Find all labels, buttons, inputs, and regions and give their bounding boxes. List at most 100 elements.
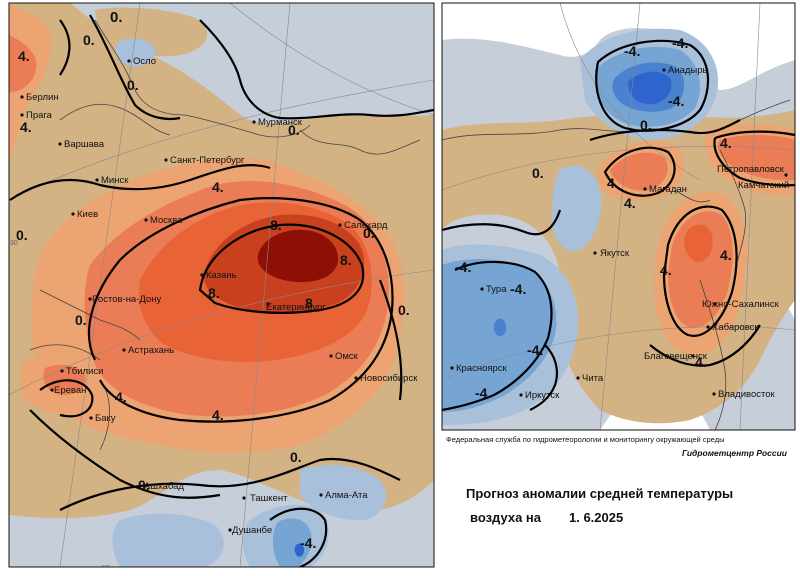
isoline-label: 0. (110, 9, 123, 26)
graticule-label: 30 (10, 240, 18, 247)
city-minsk: Минск (95, 175, 129, 186)
isoline-label: 0. (83, 32, 95, 48)
isoline-label: 0. (16, 227, 28, 243)
city-tura: Тура (480, 284, 507, 295)
city-label: Салехард (344, 220, 388, 231)
isoline-label: 4. (720, 247, 732, 263)
city-petropavlovsk: Петропавловск (717, 164, 788, 177)
city-label: Варшава (64, 139, 105, 150)
isoline-label: 4. (695, 354, 707, 370)
city-irkutsk: Иркутск (519, 390, 560, 401)
city-label: Хабаровск (712, 322, 759, 333)
anomaly-zone-dark-red (257, 229, 339, 283)
city-chita: Чита (576, 373, 604, 384)
isoline-label: 0. (75, 312, 87, 328)
isoline-label: 4. (720, 135, 732, 151)
isoline-label: 8. (208, 285, 220, 301)
isoline-label: 4. (212, 179, 224, 195)
city-ekb: Екатеринбург (266, 302, 326, 313)
isoline-label: 4. (624, 195, 636, 211)
city-label: Якутск (600, 248, 630, 259)
forecast-caption: Федеральная служба по гидрометеорологии … (446, 435, 788, 525)
anomaly-zone-blue-oslo (115, 38, 156, 67)
city-murmansk: Мурманск (252, 117, 303, 128)
isoline-label: 0. (288, 122, 300, 138)
city-label: Южно-Сахалинск (702, 299, 780, 310)
city-label: Тура (486, 284, 507, 295)
city-magadan: Магадан (643, 184, 687, 195)
city-oslo: Осло (127, 56, 156, 67)
isoline-label: -4. (455, 259, 471, 275)
anomaly-zone-orange-amur (668, 211, 733, 329)
city-tbilisi: Тбилиси (60, 366, 103, 377)
city-spb: Санкт-Петербург (164, 155, 245, 166)
city-rostov: Ростов-на-Дону (88, 294, 161, 305)
left-city-markers: Осло Берлин Прага Варшава Мурманск Санкт… (20, 56, 418, 536)
isoline-label: 4. (607, 175, 619, 191)
anomaly-zone-blue-east (300, 464, 386, 521)
city-khabarovsk: Хабаровск (706, 322, 759, 333)
city-label: Ташкент (250, 493, 288, 504)
anomaly-zone-orange-west (9, 35, 37, 93)
city-label: Душанбе (232, 525, 272, 536)
left-isolines (9, 14, 434, 567)
center-label: Гидрометцентр России (682, 448, 788, 458)
right-isoline-labels: -4. -4. -4. 0. 0. 4. 4. 4. 4. -4. -4. -4… (455, 35, 732, 401)
city-label: Баку (95, 413, 116, 424)
city-almaty: Алма-Ата (319, 490, 368, 501)
city-kamchatsky: Камчатский (738, 180, 789, 191)
city-vladivostok: Владивосток (712, 389, 776, 400)
city-label: Берлин (26, 92, 59, 103)
isoline-label: 0. (290, 449, 302, 465)
forecast-title: Прогноз аномалии средней температуры (466, 486, 733, 501)
isoline-label: 0. (640, 117, 652, 133)
city-label: Санкт-Петербург (170, 155, 245, 166)
city-label: Астрахань (128, 345, 174, 356)
city-label: Иркутск (525, 390, 560, 401)
city-label: Владивосток (718, 389, 776, 400)
isoline-label: 4. (20, 119, 32, 135)
isoline-label: 4. (115, 389, 127, 405)
city-salekhard: Салехард (338, 220, 388, 231)
city-label: Петропавловск (717, 164, 785, 175)
right-map: -4. -4. -4. 0. 0. 4. 4. 4. 4. -4. -4. -4… (442, 3, 795, 430)
left-map-frame (8, 2, 435, 568)
isoline-label: 0. (138, 477, 150, 493)
isoline-label: -4. (624, 43, 640, 59)
isoline-label: 8 (305, 295, 313, 311)
city-tashkent: Ташкент (242, 493, 288, 504)
right-city-markers: Анадырь Петропавловск Камчатский Магадан… (450, 65, 789, 401)
city-label: Новосибирск (360, 373, 418, 384)
city-label: Осло (133, 56, 156, 67)
isoline-label: -4. (300, 535, 316, 551)
city-moskva: Москва (144, 215, 183, 226)
anomaly-zone-blue-deep-chukotka (628, 71, 672, 105)
left-coastlines (29, 19, 421, 451)
city-label: Алма-Ата (325, 490, 368, 501)
city-label: Екатеринбург (266, 302, 326, 313)
city-label: Ашхабад (144, 481, 184, 492)
anomaly-zone-orange-magadan (610, 152, 668, 191)
isoline-label: -4. (668, 93, 684, 109)
city-astrakhan: Астрахань (122, 345, 174, 356)
anomaly-zone-blue-dark-siberia (493, 318, 507, 336)
left-graticule (9, 3, 434, 567)
isoline-label: 8. (340, 252, 352, 268)
organization-label: Федеральная служба по гидрометеорологии … (446, 435, 724, 444)
isoline-label: 4. (212, 407, 224, 423)
city-label: Минск (101, 175, 129, 186)
city-yuzhno: Южно-Сахалинск (702, 299, 780, 310)
isoline-label: -4. (475, 385, 491, 401)
left-map: 0. 0. 0. 4. 4. 0. 4. 0. 8. 8. 8. 8 0. 0.… (9, 3, 434, 567)
city-label: Прага (26, 110, 53, 121)
city-label: Ереван (54, 385, 86, 396)
city-label: Омск (335, 351, 359, 362)
city-yakutsk: Якутск (593, 248, 630, 259)
city-blagoveshchensk: Благовещенск (644, 351, 708, 362)
forecast-title-line2: воздуха на (470, 510, 542, 525)
city-ashgabat: Ашхабад (138, 481, 184, 492)
city-varshava: Варшава (58, 139, 105, 150)
isoline-label: 0. (127, 77, 139, 93)
city-label: Благовещенск (644, 351, 708, 362)
city-anadyr: Анадырь (662, 65, 708, 76)
